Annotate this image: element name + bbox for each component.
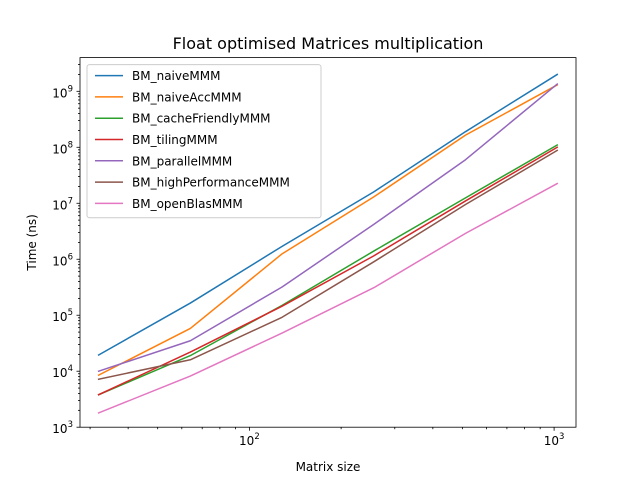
legend-label-1: BM_naiveAccMMM bbox=[132, 90, 242, 104]
legend-label-0: BM_naiveMMM bbox=[132, 69, 220, 83]
plot-frame bbox=[79, 57, 577, 428]
legend-label-2: BM_cacheFriendlyMMM bbox=[132, 112, 271, 126]
y-tick-label-4: 107 bbox=[52, 196, 73, 212]
legend-label-6: BM_openBlasMMM bbox=[132, 197, 243, 211]
y-tick-label-2: 105 bbox=[52, 308, 73, 324]
legend-item-5: BM_highPerformanceMMM bbox=[95, 176, 290, 190]
y-tick-label-1: 104 bbox=[52, 364, 73, 380]
series-line-1 bbox=[97, 83, 559, 377]
ticks-layer: 102 103 103 104 105 106 107 108 109 bbox=[52, 64, 565, 448]
legend-label-3: BM_tilingMMM bbox=[132, 133, 218, 147]
series-line-2 bbox=[97, 143, 559, 396]
series-line-6 bbox=[97, 182, 559, 414]
legend: BM_naiveMMM BM_naiveAccMMM BM_cacheFriendl… bbox=[86, 64, 322, 219]
y-tick-label-0: 103 bbox=[52, 420, 73, 436]
legend-item-0: BM_naiveMMM bbox=[95, 69, 220, 83]
x-tick-label-0: 102 bbox=[239, 432, 260, 448]
legend-item-1: BM_naiveAccMMM bbox=[95, 90, 242, 104]
x-axis-label: Matrix size bbox=[296, 460, 361, 474]
series-line-5 bbox=[97, 149, 559, 381]
y-axis-label: Time (ns) bbox=[25, 214, 39, 271]
x-tick-label-1: 103 bbox=[544, 432, 565, 448]
y-tick-label-3: 106 bbox=[52, 252, 73, 268]
legend-item-2: BM_cacheFriendlyMMM bbox=[95, 112, 271, 126]
y-tick-label-5: 108 bbox=[52, 140, 73, 156]
chart-title: Float optimised Matrices multiplication bbox=[173, 34, 484, 53]
legend-item-6: BM_openBlasMMM bbox=[95, 197, 243, 211]
legend-item-4: BM_parallelMMM bbox=[95, 154, 232, 168]
series-line-4 bbox=[97, 82, 559, 373]
legend-label-5: BM_highPerformanceMMM bbox=[132, 176, 290, 190]
series-line-3 bbox=[97, 146, 559, 396]
y-tick-label-6: 109 bbox=[52, 84, 73, 100]
series-line-0 bbox=[97, 73, 559, 357]
legend-item-3: BM_tilingMMM bbox=[95, 133, 218, 147]
legend-box bbox=[86, 64, 322, 219]
legend-label-4: BM_parallelMMM bbox=[132, 154, 232, 168]
series-layer bbox=[97, 73, 559, 414]
